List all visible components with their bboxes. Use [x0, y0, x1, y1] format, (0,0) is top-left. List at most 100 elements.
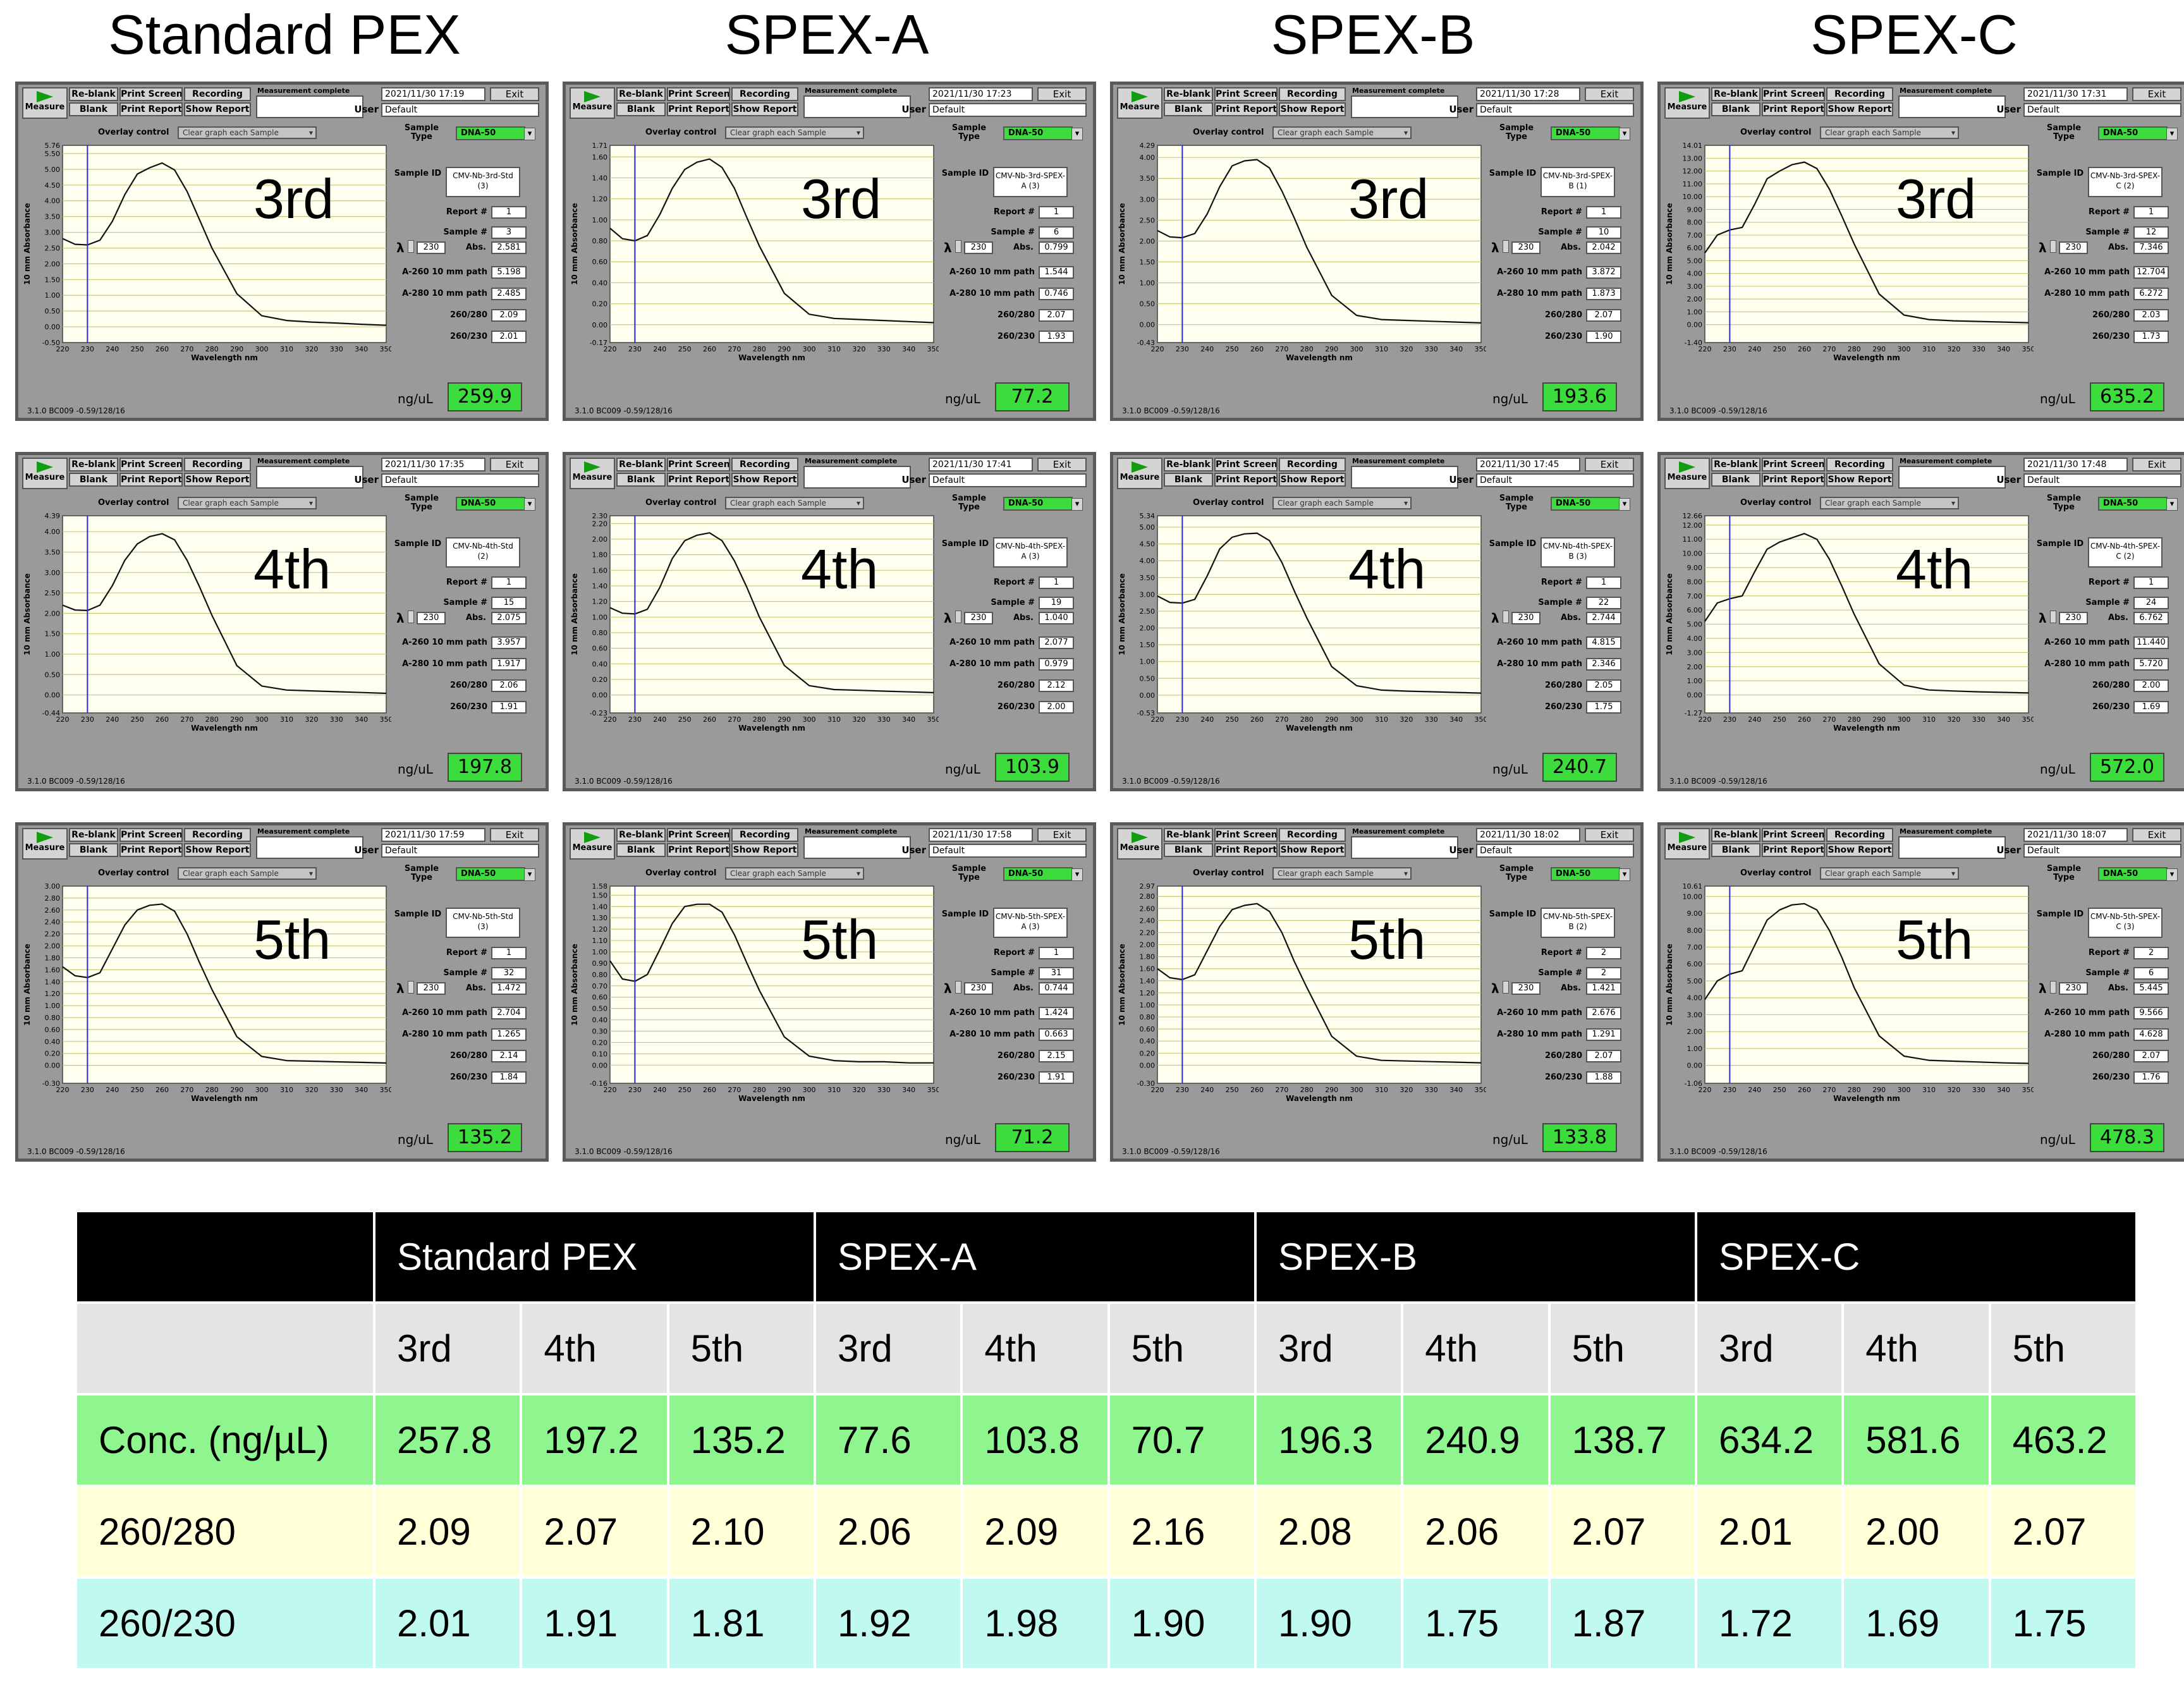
measure-button[interactable]: Measure	[1664, 458, 1710, 489]
sample-type-select[interactable]: DNA-50	[456, 867, 535, 881]
blank-button[interactable]: Blank	[1711, 473, 1760, 487]
sample-type-select[interactable]: DNA-50	[2098, 497, 2178, 511]
show-report-button[interactable]: Show Report	[184, 102, 251, 116]
lambda-spinner[interactable]	[955, 240, 961, 253]
lambda-spinner[interactable]	[2050, 611, 2056, 623]
lambda-field[interactable]: 230	[417, 982, 446, 995]
exit-button[interactable]: Exit	[1037, 87, 1087, 101]
recording-button[interactable]: Recording	[731, 828, 798, 842]
lambda-field[interactable]: 230	[964, 241, 993, 254]
blank-button[interactable]: Blank	[1164, 102, 1213, 116]
lambda-field[interactable]: 230	[417, 241, 446, 254]
blank-button[interactable]: Blank	[616, 473, 666, 487]
recording-button[interactable]: Recording	[184, 458, 251, 471]
lambda-spinner[interactable]	[1503, 611, 1509, 623]
lambda-spinner[interactable]	[1503, 240, 1509, 253]
reblank-button[interactable]: Re-blank	[1164, 828, 1213, 842]
user-field[interactable]: Default	[2023, 473, 2181, 487]
sample-type-select[interactable]: DNA-50	[1551, 867, 1630, 881]
sample-id-field[interactable]: CMV-Nb-3rd-SPEX-C (2)	[2088, 167, 2163, 197]
lambda-spinner[interactable]	[955, 611, 961, 623]
sample-id-field[interactable]: CMV-Nb-4th-Std (2)	[446, 537, 520, 568]
show-report-button[interactable]: Show Report	[1826, 102, 1893, 116]
blank-button[interactable]: Blank	[69, 473, 118, 487]
lambda-spinner[interactable]	[2050, 981, 2056, 994]
sample-id-field[interactable]: CMV-Nb-3rd-Std (3)	[446, 167, 520, 197]
print-screen-button[interactable]: Print Screen	[1214, 458, 1278, 471]
overlay-control-select[interactable]: Clear graph each Sample	[1820, 867, 1959, 880]
recording-button[interactable]: Recording	[184, 87, 251, 101]
sample-type-select[interactable]: DNA-50	[456, 126, 535, 140]
sample-type-select[interactable]: DNA-50	[1551, 126, 1630, 140]
reblank-button[interactable]: Re-blank	[69, 828, 118, 842]
overlay-control-select[interactable]: Clear graph each Sample	[725, 497, 864, 509]
reblank-button[interactable]: Re-blank	[1711, 87, 1760, 101]
user-field[interactable]: Default	[381, 103, 539, 117]
overlay-control-select[interactable]: Clear graph each Sample	[1272, 126, 1412, 139]
measure-button[interactable]: Measure	[1664, 87, 1710, 119]
print-screen-button[interactable]: Print Screen	[119, 828, 183, 842]
overlay-control-select[interactable]: Clear graph each Sample	[1272, 497, 1412, 509]
overlay-control-select[interactable]: Clear graph each Sample	[725, 867, 864, 880]
sample-type-select[interactable]: DNA-50	[1003, 126, 1083, 140]
sample-type-select[interactable]: DNA-50	[2098, 126, 2178, 140]
user-field[interactable]: Default	[929, 103, 1087, 117]
lambda-field[interactable]: 230	[2059, 982, 2088, 995]
print-report-button[interactable]: Print Report	[1762, 843, 1825, 857]
blank-button[interactable]: Blank	[1164, 843, 1213, 857]
reblank-button[interactable]: Re-blank	[616, 87, 666, 101]
lambda-spinner[interactable]	[408, 611, 414, 623]
print-screen-button[interactable]: Print Screen	[1214, 87, 1278, 101]
show-report-button[interactable]: Show Report	[731, 102, 798, 116]
reblank-button[interactable]: Re-blank	[69, 87, 118, 101]
overlay-control-select[interactable]: Clear graph each Sample	[1820, 126, 1959, 139]
user-field[interactable]: Default	[929, 844, 1087, 858]
show-report-button[interactable]: Show Report	[184, 473, 251, 487]
print-screen-button[interactable]: Print Screen	[667, 458, 730, 471]
reblank-button[interactable]: Re-blank	[1711, 828, 1760, 842]
measure-button[interactable]: Measure	[22, 458, 68, 489]
lambda-spinner[interactable]	[1503, 981, 1509, 994]
sample-id-field[interactable]: CMV-Nb-5th-Std (3)	[446, 908, 520, 938]
sample-id-field[interactable]: CMV-Nb-4th-SPEX-A (3)	[993, 537, 1068, 568]
measure-button[interactable]: Measure	[1117, 458, 1162, 489]
lambda-field[interactable]: 230	[2059, 241, 2088, 254]
recording-button[interactable]: Recording	[1279, 828, 1346, 842]
reblank-button[interactable]: Re-blank	[69, 458, 118, 471]
print-report-button[interactable]: Print Report	[119, 102, 183, 116]
lambda-field[interactable]: 230	[417, 612, 446, 624]
exit-button[interactable]: Exit	[490, 828, 539, 842]
print-report-button[interactable]: Print Report	[119, 843, 183, 857]
measure-button[interactable]: Measure	[570, 828, 615, 860]
blank-button[interactable]: Blank	[1711, 843, 1760, 857]
user-field[interactable]: Default	[1476, 103, 1634, 117]
lambda-field[interactable]: 230	[2059, 612, 2088, 624]
show-report-button[interactable]: Show Report	[1826, 843, 1893, 857]
reblank-button[interactable]: Re-blank	[1711, 458, 1760, 471]
lambda-spinner[interactable]	[408, 981, 414, 994]
measure-button[interactable]: Measure	[22, 87, 68, 119]
recording-button[interactable]: Recording	[731, 458, 798, 471]
print-screen-button[interactable]: Print Screen	[119, 458, 183, 471]
print-screen-button[interactable]: Print Screen	[1762, 828, 1825, 842]
print-report-button[interactable]: Print Report	[1214, 843, 1278, 857]
blank-button[interactable]: Blank	[616, 843, 666, 857]
sample-id-field[interactable]: CMV-Nb-4th-SPEX-B (3)	[1540, 537, 1615, 568]
exit-button[interactable]: Exit	[2132, 458, 2181, 471]
overlay-control-select[interactable]: Clear graph each Sample	[1272, 867, 1412, 880]
print-report-button[interactable]: Print Report	[667, 102, 730, 116]
user-field[interactable]: Default	[1476, 844, 1634, 858]
sample-type-select[interactable]: DNA-50	[456, 497, 535, 511]
lambda-spinner[interactable]	[408, 240, 414, 253]
lambda-field[interactable]: 230	[1511, 241, 1540, 254]
exit-button[interactable]: Exit	[2132, 828, 2181, 842]
exit-button[interactable]: Exit	[490, 458, 539, 471]
reblank-button[interactable]: Re-blank	[616, 458, 666, 471]
blank-button[interactable]: Blank	[616, 102, 666, 116]
user-field[interactable]: Default	[2023, 844, 2181, 858]
measure-button[interactable]: Measure	[1664, 828, 1710, 860]
user-field[interactable]: Default	[381, 473, 539, 487]
lambda-spinner[interactable]	[2050, 240, 2056, 253]
overlay-control-select[interactable]: Clear graph each Sample	[725, 126, 864, 139]
show-report-button[interactable]: Show Report	[731, 843, 798, 857]
